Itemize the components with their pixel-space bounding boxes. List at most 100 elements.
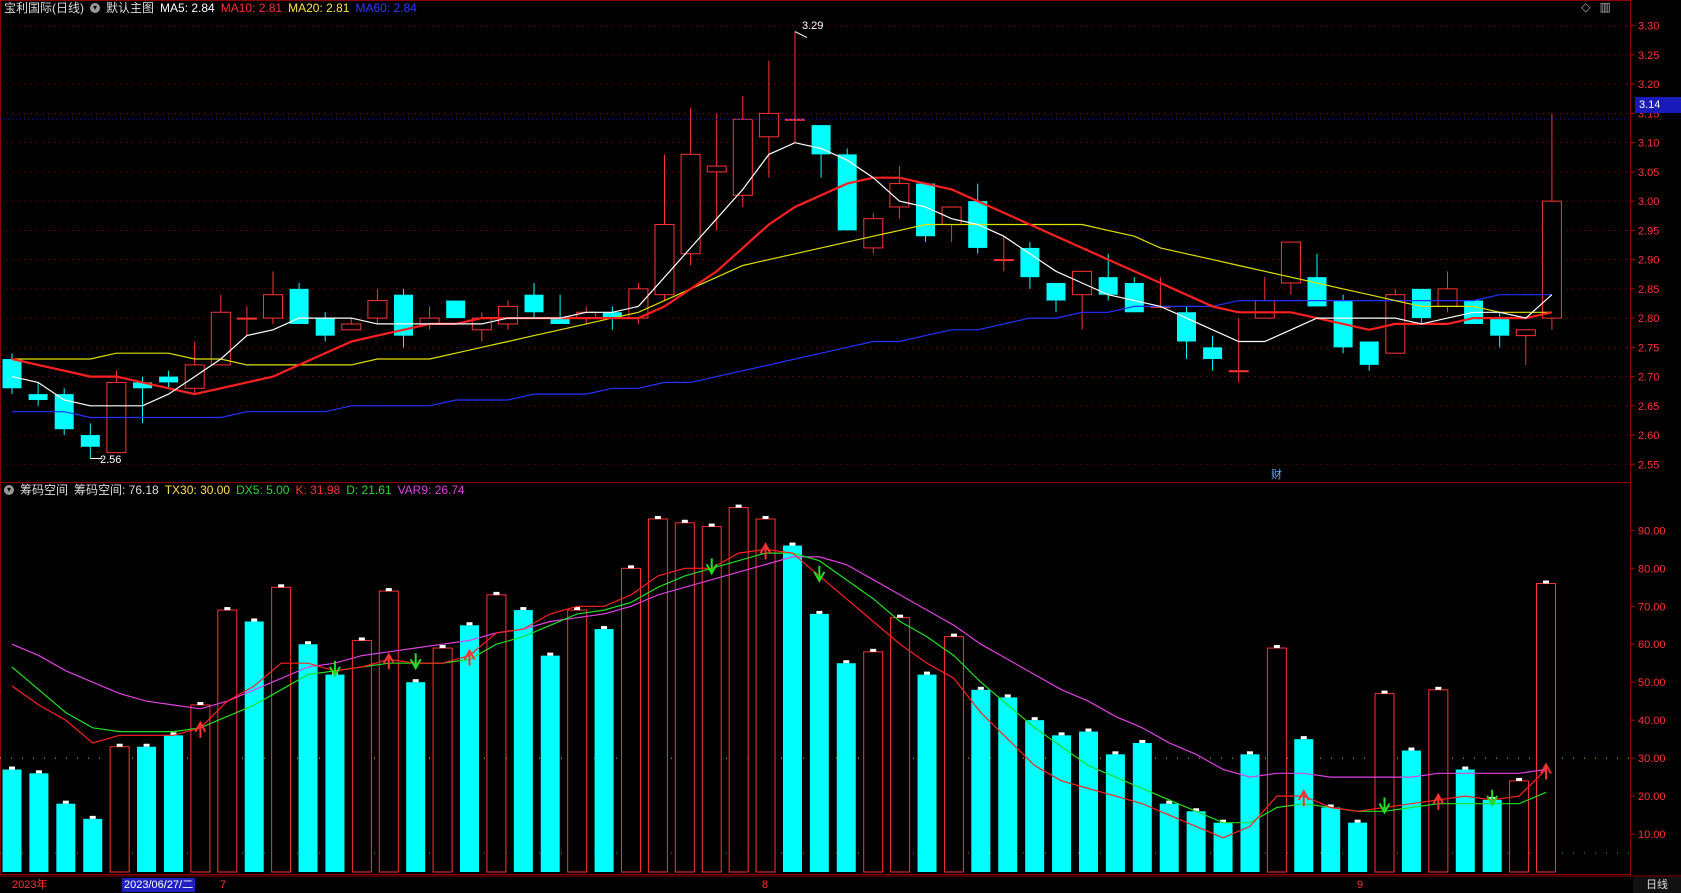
layout-icon[interactable]: ▥ xyxy=(1599,0,1611,14)
current-price-tag: 3.14 xyxy=(1635,97,1681,113)
candle-body-down xyxy=(80,435,100,447)
ma10-label: MA10: 2.81 xyxy=(220,1,283,15)
k-line xyxy=(11,548,1547,839)
indicator-bar-down xyxy=(298,644,318,872)
indicator-bar-up xyxy=(863,651,884,873)
sub-ytick-label: 40.00 xyxy=(1638,715,1666,727)
indicator-bar-cap xyxy=(735,504,742,508)
indicator-bar-cap xyxy=(601,626,608,630)
candle-body-down xyxy=(1411,288,1431,319)
indicator-bar-cap xyxy=(1139,739,1146,743)
period-selector[interactable]: 日线 xyxy=(1633,877,1681,893)
candle-body-up xyxy=(497,305,518,325)
indicator-legend: ▾ 筹码空间 筹码空间: 76.18 TX30: 30.00 DX5: 5.00… xyxy=(4,482,465,498)
var9-label: VAR9: 26.74 xyxy=(397,483,465,497)
indicator-bar-up xyxy=(1374,693,1395,873)
indicator-bar-cap xyxy=(1031,717,1038,721)
ma5-line xyxy=(11,142,1553,407)
candle-body-up xyxy=(863,218,884,249)
indicator-bar-down xyxy=(1105,754,1125,872)
indicator-bar-cap xyxy=(843,660,850,664)
indicator-bar-cap xyxy=(358,637,365,641)
sub-ytick-label: 60.00 xyxy=(1638,639,1666,651)
sell-arrow-icon xyxy=(1378,797,1391,815)
indicator-bar-down xyxy=(1482,799,1502,872)
d-label: D: 21.61 xyxy=(346,483,392,497)
indicator-bar-cap xyxy=(412,679,419,683)
indicator-bar-cap xyxy=(950,633,957,637)
year-label: 2023年 xyxy=(12,879,48,891)
indicator-bar-cap xyxy=(574,607,581,611)
stock-title[interactable]: 宝利国际(日线) xyxy=(4,1,84,15)
ma20-line xyxy=(12,223,1552,366)
main-panel-frame xyxy=(0,0,1631,483)
indicator-bar-down xyxy=(513,610,533,872)
candle-body-down xyxy=(315,318,335,336)
indicator-bar-up xyxy=(217,609,238,873)
indicator-bar-up xyxy=(271,586,292,873)
indicator-bar-cap xyxy=(1112,751,1119,755)
indicator-bar-cap xyxy=(1543,580,1549,584)
indicator-bar-cap xyxy=(143,743,150,747)
indicator-bar-cap xyxy=(708,523,715,527)
indicator-bar-down xyxy=(406,682,426,872)
candle-body-up xyxy=(889,183,910,208)
indicator-bar-cap xyxy=(681,519,688,523)
indicator-bar-cap xyxy=(1273,645,1280,649)
indicator-bar-cap xyxy=(9,766,15,770)
toggle-icon[interactable]: ▾ xyxy=(90,3,100,13)
indicator-bar-cap xyxy=(89,815,96,819)
indicator-bar-down xyxy=(1159,803,1179,872)
selected-date: 2023/06/27/二 xyxy=(122,878,196,892)
indicator-title[interactable]: 筹码空间 xyxy=(20,483,69,497)
ma10-line xyxy=(11,176,1553,396)
indicator-bar-cap xyxy=(466,622,473,626)
sub-ytick-label: 20.00 xyxy=(1638,791,1666,803)
candle-body-down xyxy=(916,183,935,237)
sell-arrow-icon xyxy=(813,565,826,583)
indicator-bar-cap xyxy=(305,641,312,645)
indicator-bar-down xyxy=(782,545,802,872)
main-ytick-label: 2.70 xyxy=(1638,372,1659,384)
candle-body-down xyxy=(159,376,179,383)
diamond-icon[interactable]: ◇ xyxy=(1581,0,1591,14)
indicator-toggle-icon[interactable]: ▾ xyxy=(4,485,14,495)
sub-ytick-label: 80.00 xyxy=(1638,563,1666,575)
candle-body-down xyxy=(1098,277,1118,295)
indicator-bar-cap xyxy=(1246,751,1253,755)
buy-arrow-icon xyxy=(1297,789,1310,807)
indicator-bar-cap xyxy=(1435,686,1442,690)
indicator-bar-down xyxy=(1348,822,1368,872)
main-ytick-label: 2.90 xyxy=(1638,255,1659,267)
indicator-bar-up xyxy=(109,746,130,873)
indicator-bar-cap xyxy=(170,732,177,736)
template-name[interactable]: 默认主图 xyxy=(106,1,155,15)
candle-body-down xyxy=(1359,341,1379,365)
candle-body-up xyxy=(263,294,283,319)
indicator-bar-down xyxy=(1240,754,1260,872)
sub-ytick-label: 30.00 xyxy=(1638,753,1666,765)
indicator-bar-cap xyxy=(977,686,984,690)
main-ytick-label: 3.00 xyxy=(1638,196,1659,208)
candle-body-up xyxy=(210,311,231,366)
main-ytick-label: 2.75 xyxy=(1638,342,1659,354)
low-annotation: 2.56 xyxy=(100,454,122,466)
buy-arrow-icon xyxy=(463,648,476,666)
sub-ytick-label: 50.00 xyxy=(1638,677,1666,689)
main-ytick-label: 2.65 xyxy=(1638,401,1659,413)
indicator-bar-cap xyxy=(197,701,204,705)
tx30-label: TX30: 30.00 xyxy=(164,483,231,497)
finance-marker[interactable]: 财 xyxy=(1271,469,1282,481)
indicator-bar-down xyxy=(998,697,1018,872)
indicator-bar-down xyxy=(1186,811,1206,872)
indicator-bar-cap xyxy=(1166,800,1173,804)
indicator-bar-down xyxy=(971,689,991,872)
indicator-bar-up xyxy=(620,567,641,873)
candle-body-up xyxy=(1515,329,1536,337)
indicator-bar-cap xyxy=(870,648,877,652)
main-ytick-label: 2.85 xyxy=(1638,284,1659,296)
indicator-bar-up xyxy=(378,590,399,873)
main-ytick-label: 2.80 xyxy=(1638,313,1659,325)
